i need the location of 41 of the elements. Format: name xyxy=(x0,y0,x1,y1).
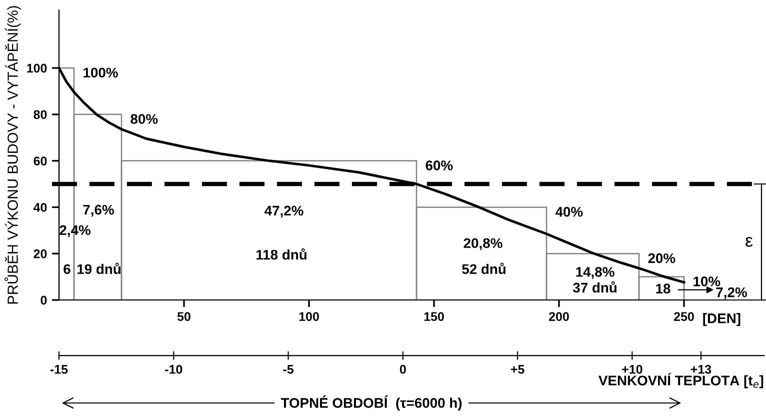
y-tick-label: 40 xyxy=(33,203,47,212)
x-tick-label: 150 xyxy=(424,312,444,321)
annotation: 80% xyxy=(130,114,158,124)
x-tick-label: 50 xyxy=(177,312,190,321)
annotation: 19 dnů xyxy=(77,262,120,274)
annotation: 6 xyxy=(64,264,70,274)
x2-tick-label: -15 xyxy=(50,365,68,374)
annotation: 7,6% xyxy=(83,204,114,217)
x-axis-title: [DEN] xyxy=(703,313,740,326)
annotation: 7,2% xyxy=(716,287,747,300)
x-tick-label: 100 xyxy=(299,312,319,321)
y-tick-label: 20 xyxy=(34,249,47,258)
annotation: 60% xyxy=(426,160,453,170)
annotation: 2,4% xyxy=(60,225,90,238)
annotation: 18 xyxy=(656,284,670,294)
y-tick-label: 80 xyxy=(34,110,47,120)
x2-tick-label: +5 xyxy=(510,365,524,374)
annotation: 14,8% xyxy=(576,266,614,279)
y-axis-title: PRŮBĚH VÝKONU BUDOVY - VYTÁPĚNÍ(%) xyxy=(4,6,21,304)
y-tick-label: 0 xyxy=(40,296,47,305)
annotation: 20% xyxy=(648,253,676,264)
annotation: 47,2% xyxy=(264,206,304,218)
x2-tick-label: -10 xyxy=(165,364,182,374)
x2-tick-label: 0 xyxy=(400,364,406,374)
annotation: 52 dnů xyxy=(462,262,506,274)
annotation: 40% xyxy=(555,206,583,217)
annotation: 118 dnů xyxy=(256,248,306,260)
x-tick-label: 200 xyxy=(549,312,569,321)
x2-axis-title: VENKOVNÍ TEPLOTA [t$_{e}$] xyxy=(598,373,764,388)
text: TOPNÉ OBDOBÍ (τ=6000 h) xyxy=(280,395,462,411)
x2-tick-label: +13 xyxy=(690,364,712,374)
y-tick-label: 100 xyxy=(27,64,47,73)
x2-tick-label: +10 xyxy=(622,364,642,374)
x2-tick-label: -5 xyxy=(283,365,294,374)
y-tick-label: 60 xyxy=(34,156,47,166)
annotation: 100% xyxy=(84,68,118,78)
annotation: ε xyxy=(746,236,753,247)
x-tick-label: 250 xyxy=(674,312,694,321)
annotation: 10% xyxy=(694,276,720,286)
annotation: 37 dnů xyxy=(572,281,616,293)
annotation: 20,8% xyxy=(464,238,502,250)
